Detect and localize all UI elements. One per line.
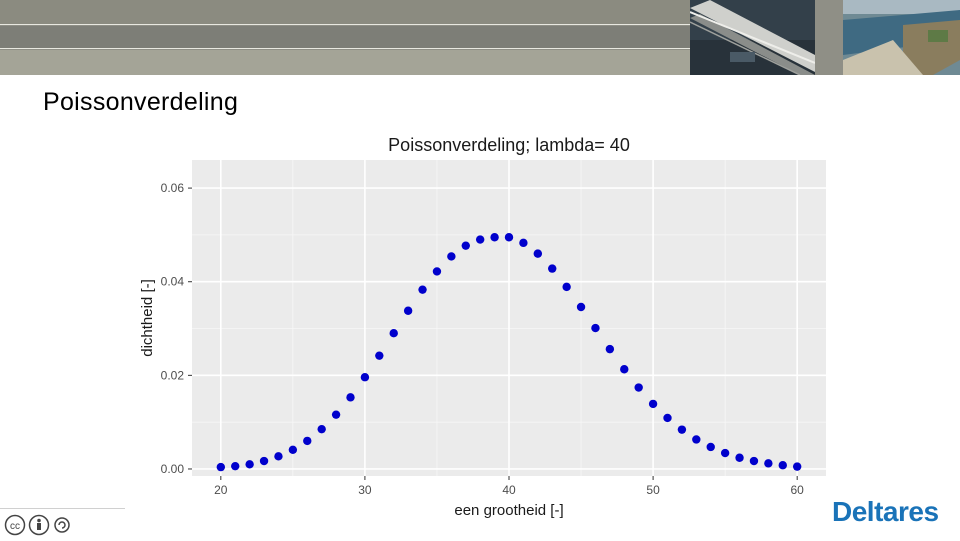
data-point	[677, 425, 687, 434]
data-point	[634, 383, 643, 392]
data-point	[519, 238, 528, 248]
data-point	[562, 282, 571, 292]
data-point	[303, 436, 312, 446]
data-point	[591, 323, 600, 333]
data-point	[432, 267, 442, 276]
cc-by-sa-icon: cc	[4, 514, 70, 541]
data-point	[447, 252, 456, 261]
data-point	[331, 410, 341, 419]
data-point	[403, 306, 413, 315]
data-point	[504, 233, 514, 242]
x-tick-label: 20	[214, 483, 228, 497]
data-point	[533, 249, 543, 258]
x-axis-label: een grootheid [-]	[454, 502, 563, 519]
data-point	[792, 462, 802, 471]
data-point	[648, 399, 658, 409]
x-tick-label: 30	[358, 483, 372, 497]
data-point	[259, 456, 269, 466]
data-point	[692, 435, 701, 444]
data-point	[720, 448, 730, 458]
bridge-photo	[690, 0, 815, 75]
data-point	[216, 462, 226, 472]
data-point	[605, 344, 615, 354]
data-point	[317, 424, 326, 434]
data-point	[778, 461, 787, 470]
data-point	[231, 461, 240, 471]
data-point	[548, 264, 557, 273]
data-point	[360, 373, 370, 382]
chart-title: Poissonverdeling; lambda= 40	[388, 135, 630, 155]
data-point	[375, 351, 384, 360]
data-point	[749, 456, 759, 466]
y-axis-label: dichtheid [-]	[139, 279, 156, 357]
svg-text:cc: cc	[10, 521, 20, 532]
footer-divider	[0, 508, 125, 509]
data-point	[245, 460, 254, 469]
data-point	[735, 453, 744, 462]
x-tick-label: 50	[646, 483, 660, 497]
data-point	[764, 459, 773, 468]
landscape-photo	[843, 0, 960, 75]
y-tick-label: 0.06	[161, 181, 185, 195]
data-point	[346, 393, 355, 402]
x-tick-label: 40	[502, 483, 516, 497]
data-point	[274, 452, 283, 461]
data-point	[490, 233, 499, 242]
deltares-logo: Deltares	[832, 496, 939, 527]
x-tick-label: 60	[791, 483, 805, 497]
data-point	[706, 442, 715, 452]
header-stripe	[0, 26, 690, 48]
header-stripe	[0, 0, 690, 24]
data-point	[576, 302, 586, 312]
data-point	[389, 329, 398, 338]
data-point	[288, 445, 298, 454]
data-point	[418, 285, 427, 294]
data-point	[461, 241, 470, 250]
y-tick-label: 0.02	[161, 368, 185, 382]
page-title: Poissonverdeling	[43, 88, 239, 116]
axis-ticks: 20 30 40 50 60 0.00 0.02 0.04 0.06	[161, 181, 805, 497]
data-point	[620, 365, 629, 374]
header-divider	[0, 48, 690, 49]
header-stripe	[0, 50, 690, 75]
data-point	[663, 413, 672, 423]
y-tick-label: 0.04	[161, 275, 185, 289]
data-points	[216, 233, 802, 472]
data-point	[475, 235, 485, 244]
header-divider	[0, 24, 690, 25]
y-tick-label: 0.00	[161, 462, 185, 476]
